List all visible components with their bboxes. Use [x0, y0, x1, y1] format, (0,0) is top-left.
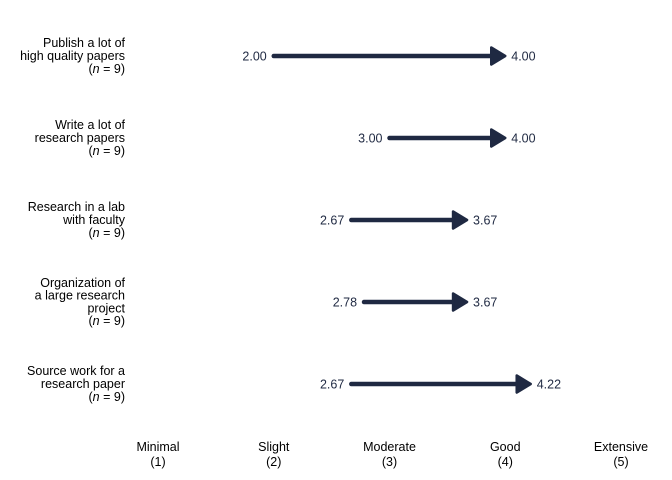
- x-tick-value: (4): [498, 455, 513, 469]
- row-2: Write a lot of research papers (n = 9) 3.00…: [35, 118, 536, 158]
- row-3: Research in a lab with faculty (n = 9) 2.67…: [28, 200, 498, 240]
- sample-size-line: (n = 9): [89, 314, 126, 328]
- sample-size-line: (n = 9): [89, 390, 126, 404]
- start-value-label: 2.67: [320, 378, 344, 392]
- end-value-label: 4.22: [537, 378, 561, 392]
- x-tick: Minimal(1): [136, 440, 179, 469]
- end-value-label: 3.67: [473, 214, 497, 228]
- rows-layer: Publish a lot of high quality papers (n = …: [20, 36, 561, 404]
- category-label-line: Publish a lot of: [43, 36, 126, 50]
- category-label-line: a large research: [35, 289, 125, 303]
- arrow-head: [451, 292, 469, 312]
- row-4: Organization of a large research project (n…: [35, 276, 498, 328]
- category-label-line: Organization of: [40, 276, 125, 290]
- category-label-line: Research in a lab: [28, 200, 125, 214]
- category-label-line: with faculty: [62, 213, 126, 227]
- start-value-label: 2.78: [333, 296, 357, 310]
- start-value-label: 2.00: [242, 50, 266, 64]
- x-tick: Extensive(5): [594, 440, 648, 469]
- arrow-head: [515, 374, 532, 394]
- sample-size-line: (n = 9): [89, 62, 126, 76]
- arrow-head: [490, 46, 507, 66]
- end-value-label: 4.00: [511, 132, 535, 146]
- x-axis-ticks: Minimal(1) Slight(2) Moderate(3) Good(4) Ext…: [136, 440, 648, 469]
- x-tick: Moderate(3): [363, 440, 416, 469]
- category-label-line: research paper: [41, 377, 125, 391]
- arrow-head: [490, 128, 507, 148]
- category-label: Organization of a large research project (n…: [35, 276, 126, 328]
- category-label-line: Source work for a: [27, 364, 125, 378]
- row-5: Source work for a research paper (n = 9) 2.…: [27, 364, 561, 404]
- category-label-line: research papers: [35, 131, 125, 145]
- start-value-label: 2.67: [320, 214, 344, 228]
- end-value-label: 4.00: [511, 50, 535, 64]
- category-label-line: high quality papers: [20, 49, 125, 63]
- x-tick-value: (2): [266, 455, 281, 469]
- x-tick: Slight(2): [258, 440, 290, 469]
- sample-size-line: (n = 9): [89, 226, 126, 240]
- x-tick-label: Moderate: [363, 440, 416, 454]
- x-tick-label: Good: [490, 440, 521, 454]
- category-label: Publish a lot of high quality papers (n = …: [20, 36, 125, 76]
- arrow-head: [451, 210, 469, 230]
- end-value-label: 3.67: [473, 296, 497, 310]
- x-tick-label: Slight: [258, 440, 290, 454]
- x-tick: Good(4): [490, 440, 521, 469]
- category-label-line: project: [87, 301, 125, 315]
- start-value-label: 3.00: [358, 132, 382, 146]
- category-label-line: Write a lot of: [55, 118, 125, 132]
- sample-size-line: (n = 9): [89, 144, 126, 158]
- row-1: Publish a lot of high quality papers (n = …: [20, 36, 536, 76]
- x-tick-label: Minimal: [136, 440, 179, 454]
- x-tick-label: Extensive: [594, 440, 648, 454]
- category-label: Research in a lab with faculty (n = 9): [28, 200, 126, 240]
- category-label: Source work for a research paper (n = 9): [27, 364, 125, 404]
- category-label: Write a lot of research papers (n = 9): [35, 118, 126, 158]
- x-tick-value: (1): [150, 455, 165, 469]
- x-tick-value: (5): [613, 455, 628, 469]
- x-tick-value: (3): [382, 455, 397, 469]
